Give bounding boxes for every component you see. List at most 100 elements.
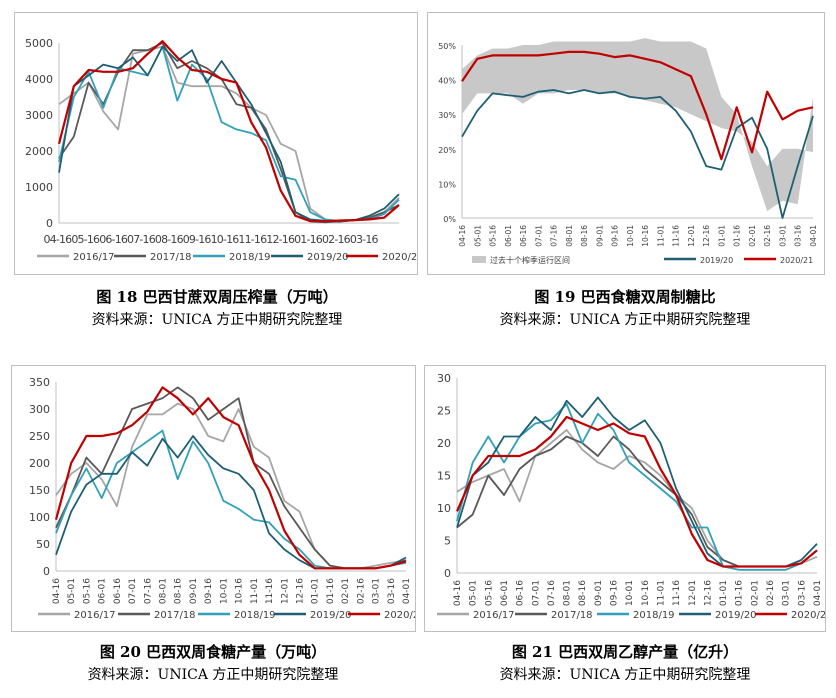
chart-source: 资料来源：UNICA 方正中期研究院整理 xyxy=(499,312,751,328)
chart-panel-ethanol-output: 0 5 10 15 20 25 30 04-16 05-01 05-16 06-01 06-16 07-… xyxy=(424,365,826,632)
x-tick-label: 10-16 xyxy=(641,580,651,606)
y-tick-label: 0 xyxy=(444,567,451,580)
chart-source: 资料来源：UNICA 方正中期研究院整理 xyxy=(499,667,751,683)
x-tick-label: 03-16 xyxy=(387,578,397,604)
x-tick-label: 02-16 xyxy=(356,578,366,604)
x-tick-label: 12-16 xyxy=(703,580,713,606)
legend-label: 过去十个榨季运行区间 xyxy=(490,255,570,265)
legend-label: 2019/20 xyxy=(700,256,733,265)
series-line-2019-20 xyxy=(461,89,814,219)
legend-label: 2018/19 xyxy=(229,252,271,263)
x-tick-label: 06-01 xyxy=(500,580,510,606)
chart-panel-sugar-mix: 0% 10% 20% 30% 40% 50% 04-16 05-01 05-16 06-01 06-… xyxy=(427,12,825,275)
chart-panel-cane-crush: 0 1000 2000 3000 4000 5000 04-1605-1606-1607-1… xyxy=(14,12,418,275)
x-tick-label: 06-16 xyxy=(519,225,528,247)
series-line-2019-20 xyxy=(55,435,407,570)
y-tick-label: 3000 xyxy=(25,109,53,122)
y-tick-label: 20 xyxy=(437,437,451,450)
chart-title: 图 19 巴西食糖双周制糖比 xyxy=(534,288,716,306)
x-tick-label: 06-01 xyxy=(504,225,513,247)
x-tick-label: 08-16 xyxy=(578,580,588,606)
x-tick-label: 08-16 xyxy=(580,225,589,247)
x-tick-label: 09-01 xyxy=(595,225,604,247)
y-tick-label: 5000 xyxy=(25,37,53,50)
legend-label: 2019/20 xyxy=(715,610,757,621)
y-tick-label: 300 xyxy=(29,403,50,416)
legend-label: 2020/21 xyxy=(384,610,415,621)
x-tick-label: 02-01 xyxy=(750,580,760,606)
legend-label: 2020/21 xyxy=(382,252,417,263)
x-tick-label: 05-16 xyxy=(484,580,494,606)
y-tick-label: 5 xyxy=(444,535,451,548)
x-tick-label: 11-16 xyxy=(672,580,682,606)
x-tick-label: 06-16 xyxy=(113,578,123,604)
x-tick-label: 07-16 xyxy=(550,225,559,247)
y-tick-label: 25 xyxy=(437,405,451,418)
chart-panel-sugar-output: 0 50 100 150 200 250 300 350 04-16 05-01 05-16 06-0… xyxy=(11,365,416,632)
x-tick-label: 12-16 xyxy=(702,225,711,247)
y-tick-label: 150 xyxy=(29,484,50,497)
x-tick-label: 05-16 xyxy=(489,225,498,247)
chart-title: 图 18 巴西甘蔗双周压榨量（万吨） xyxy=(96,288,338,306)
x-tick-label: 08-01 xyxy=(565,225,574,247)
x-tick-label: 01-16 xyxy=(733,225,742,247)
x-tick-label: 05-16 xyxy=(82,578,92,604)
x-tick-label: 12-01 xyxy=(687,225,696,247)
legend-label: 2019/20 xyxy=(310,610,352,621)
x-tick-label: 10-01 xyxy=(219,578,229,604)
y-tick-label: 0% xyxy=(443,215,456,224)
x-tick-label: 11-01 xyxy=(656,580,666,606)
x-tick-label: 12-01 xyxy=(688,580,698,606)
x-tick-label: 01-16 xyxy=(735,580,745,606)
y-tick-label: 0 xyxy=(43,565,50,578)
series-line-2020-21 xyxy=(461,50,814,161)
x-tick-label: 11-01 xyxy=(656,225,665,247)
chart-cane-crush: 0 1000 2000 3000 4000 5000 04-1605-1606-1607-1… xyxy=(25,37,417,263)
y-tick-label: 250 xyxy=(29,430,50,443)
x-tick-label: 07-01 xyxy=(531,580,541,606)
legend-label: 2017/18 xyxy=(150,252,192,263)
x-tick-label: 08-16 xyxy=(174,578,184,604)
y-tick-label: 20% xyxy=(438,146,456,155)
x-tick-label: 09-16 xyxy=(610,580,620,606)
x-tick-label: 03-16 xyxy=(797,580,807,606)
y-tick-label: 50 xyxy=(36,538,50,551)
chart-ethanol-output: 0 5 10 15 20 25 30 04-16 05-01 05-16 06-01 06-16 07-… xyxy=(437,372,825,621)
x-tick-label: 06-01 xyxy=(98,578,108,604)
x-tick-label: 11-16 xyxy=(265,578,275,604)
y-tick-label: 100 xyxy=(29,511,50,524)
legend-label: 2020/21 xyxy=(791,610,825,621)
x-tick-label: 12-01 xyxy=(280,578,290,604)
series-line-2017-18 xyxy=(55,386,407,570)
x-tick-label: 03-01 xyxy=(778,225,787,247)
x-tick-label: 04-16 xyxy=(52,578,62,604)
y-tick-label: 2000 xyxy=(25,145,53,158)
legend-label: 2017/18 xyxy=(551,610,593,621)
x-tick-label: 09-01 xyxy=(189,578,199,604)
x-tick-label: 09-16 xyxy=(204,578,214,604)
chart-sugar-output: 0 50 100 150 200 250 300 350 04-16 05-01 05-16 06-0… xyxy=(29,376,415,621)
y-tick-label: 10% xyxy=(438,180,456,189)
series-line-2017-18 xyxy=(58,42,400,224)
x-tick-label: 01-01 xyxy=(719,580,729,606)
x-tick-label: 08-01 xyxy=(159,578,169,604)
series-line-2020-21 xyxy=(57,40,400,223)
x-tick-label: 02-16 xyxy=(763,225,772,247)
x-tick-label: 10-01 xyxy=(626,225,635,247)
x-tick-label: 04-1605-1606-1607-1608-1609-1610-1611-16… xyxy=(44,233,379,246)
series-line-2020-21 xyxy=(54,386,407,570)
chart-title: 图 21 巴西双周乙醇产量（亿升） xyxy=(511,643,739,661)
x-tick-label: 04-16 xyxy=(453,580,463,606)
y-tick-label: 50% xyxy=(438,42,456,51)
y-tick-label: 0 xyxy=(46,217,53,230)
y-tick-label: 30% xyxy=(438,111,456,120)
x-tick-label: 07-01 xyxy=(128,578,138,604)
x-tick-label: 01-01 xyxy=(311,578,321,604)
x-tick-label: 01-01 xyxy=(717,225,726,247)
x-tick-label: 01-16 xyxy=(326,578,336,604)
caption-sugar-output: 图 20 巴西双周食糖产量（万吨） 资料来源：UNICA 方正中期研究院整理 xyxy=(8,640,418,686)
range-band-area xyxy=(462,38,813,212)
y-tick-label: 15 xyxy=(437,470,451,483)
x-tick-label: 02-01 xyxy=(748,225,757,247)
chart-title: 图 20 巴西双周食糖产量（万吨） xyxy=(99,643,327,661)
